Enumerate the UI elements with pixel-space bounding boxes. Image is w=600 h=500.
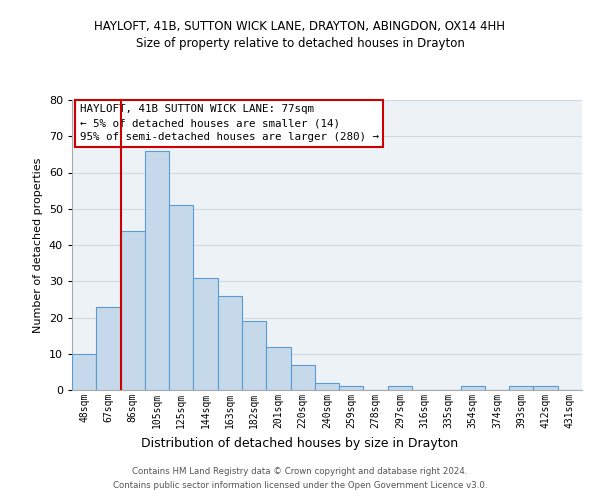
Bar — [461, 386, 485, 390]
Bar — [96, 306, 121, 390]
Bar — [315, 383, 339, 390]
Bar — [242, 321, 266, 390]
Text: Contains HM Land Registry data © Crown copyright and database right 2024.: Contains HM Land Registry data © Crown c… — [132, 468, 468, 476]
Bar — [218, 296, 242, 390]
Text: HAYLOFT, 41B, SUTTON WICK LANE, DRAYTON, ABINGDON, OX14 4HH: HAYLOFT, 41B, SUTTON WICK LANE, DRAYTON,… — [95, 20, 505, 33]
Bar — [509, 386, 533, 390]
Text: Size of property relative to detached houses in Drayton: Size of property relative to detached ho… — [136, 38, 464, 51]
Bar — [266, 346, 290, 390]
Bar — [388, 386, 412, 390]
Bar — [169, 205, 193, 390]
Y-axis label: Number of detached properties: Number of detached properties — [33, 158, 43, 332]
Text: HAYLOFT, 41B SUTTON WICK LANE: 77sqm
← 5% of detached houses are smaller (14)
95: HAYLOFT, 41B SUTTON WICK LANE: 77sqm ← 5… — [80, 104, 379, 142]
Bar — [193, 278, 218, 390]
Bar — [121, 230, 145, 390]
Bar — [72, 354, 96, 390]
Text: Distribution of detached houses by size in Drayton: Distribution of detached houses by size … — [142, 438, 458, 450]
Text: Contains public sector information licensed under the Open Government Licence v3: Contains public sector information licen… — [113, 481, 487, 490]
Bar — [339, 386, 364, 390]
Bar — [533, 386, 558, 390]
Bar — [290, 364, 315, 390]
Bar — [145, 151, 169, 390]
